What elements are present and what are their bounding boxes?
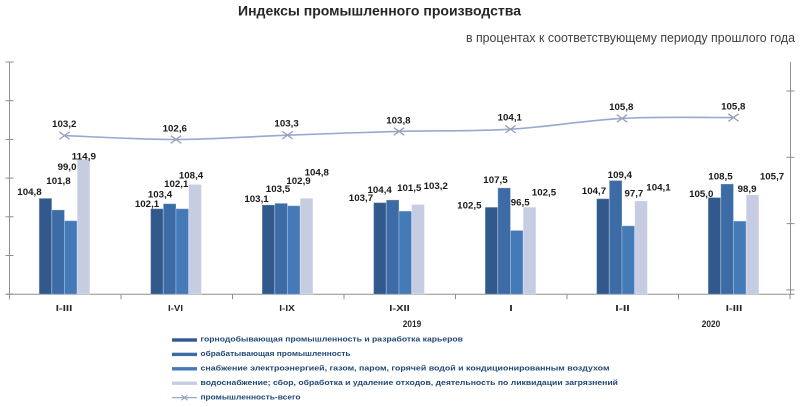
svg-text:114,9: 114,9	[72, 151, 96, 161]
svg-text:2019: 2019	[403, 319, 422, 329]
svg-text:104,4: 104,4	[368, 185, 392, 195]
svg-text:98,9: 98,9	[738, 184, 757, 194]
svg-text:97,7: 97,7	[625, 188, 644, 198]
svg-text:108,5: 108,5	[708, 172, 732, 182]
svg-text:промышленность-всего: промышленность-всего	[201, 392, 301, 401]
svg-text:103,4: 103,4	[148, 190, 172, 200]
svg-text:105,8: 105,8	[609, 102, 633, 112]
svg-text:снабжение электроэнергией, газ: снабжение электроэнергией, газом, паром,…	[201, 364, 611, 373]
svg-text:2020: 2020	[702, 319, 721, 329]
svg-text:103,3: 103,3	[274, 118, 298, 128]
svg-text:I-III: I-III	[726, 304, 743, 313]
svg-text:I-IX: I-IX	[279, 304, 295, 313]
svg-text:108,4: 108,4	[179, 171, 203, 181]
svg-text:101,8: 101,8	[46, 176, 70, 186]
svg-text:I-VI: I-VI	[168, 304, 183, 313]
svg-text:105,8: 105,8	[721, 102, 745, 112]
svg-text:103,1: 103,1	[244, 194, 268, 204]
svg-text:105,7: 105,7	[760, 172, 784, 182]
svg-text:96,5: 96,5	[511, 197, 530, 207]
svg-text:103,5: 103,5	[266, 184, 290, 194]
svg-text:горнодобывающая промышленность: горнодобывающая промышленность и разрабо…	[201, 335, 464, 344]
svg-text:109,4: 109,4	[608, 170, 632, 180]
svg-text:104,1: 104,1	[498, 113, 522, 123]
svg-text:102,5: 102,5	[532, 187, 556, 197]
svg-text:102,1: 102,1	[135, 199, 159, 209]
svg-text:99,0: 99,0	[58, 162, 77, 172]
svg-text:103,2: 103,2	[52, 119, 76, 129]
svg-text:102,6: 102,6	[163, 124, 187, 134]
svg-text:104,1: 104,1	[646, 182, 670, 192]
svg-text:102,9: 102,9	[286, 176, 310, 186]
svg-text:104,7: 104,7	[582, 186, 606, 196]
svg-text:104,8: 104,8	[17, 187, 41, 197]
svg-text:105,0: 105,0	[689, 189, 713, 199]
svg-text:101,5: 101,5	[397, 183, 421, 193]
svg-text:I-III: I-III	[56, 304, 73, 313]
svg-text:103,8: 103,8	[386, 116, 410, 126]
svg-text:водоснабжение; сбор, обработка: водоснабжение; сбор, обработка и удалени…	[201, 378, 619, 387]
svg-text:103,7: 103,7	[349, 193, 373, 203]
svg-text:Индексы промышленного производ: Индексы промышленного производства	[238, 3, 521, 19]
svg-text:обрабатывающая промышленность: обрабатывающая промышленность	[201, 349, 351, 358]
svg-text:107,5: 107,5	[483, 175, 507, 185]
svg-text:I: I	[509, 304, 513, 313]
svg-text:103,2: 103,2	[424, 181, 448, 191]
svg-text:I-II: I-II	[615, 304, 630, 313]
svg-text:102,1: 102,1	[164, 179, 188, 189]
svg-text:в процентах к соответствующему: в процентах к соответствующему периоду п…	[466, 31, 795, 45]
svg-text:104,8: 104,8	[305, 168, 329, 178]
svg-text:I-XII: I-XII	[389, 304, 410, 313]
svg-text:102,5: 102,5	[457, 200, 481, 210]
